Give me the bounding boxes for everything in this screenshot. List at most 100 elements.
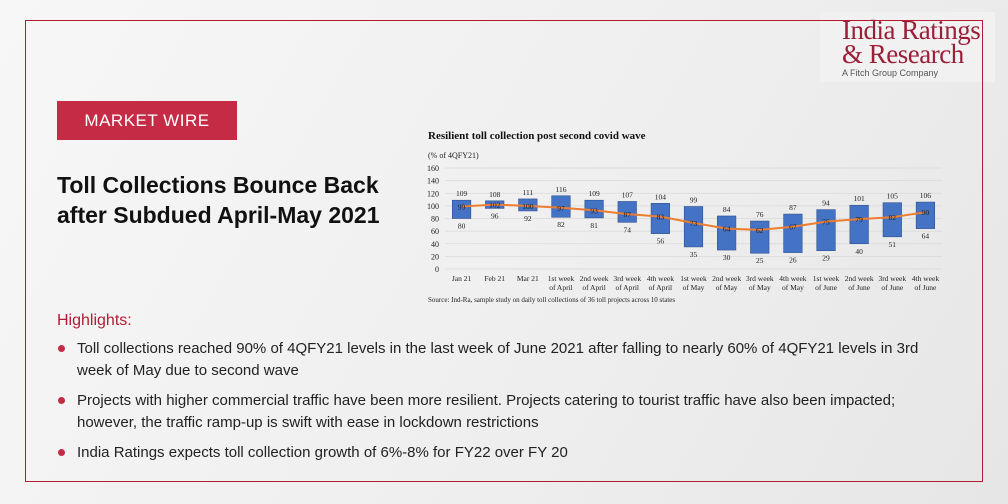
low-value-label: 80	[458, 222, 466, 231]
y-tick-label: 160	[427, 164, 439, 173]
range-bar	[816, 209, 836, 251]
range-bar	[915, 201, 936, 229]
bullet-icon	[58, 345, 65, 352]
x-tick-label: 2nd week	[712, 274, 741, 283]
average-value-label: 64	[723, 225, 731, 234]
x-tick-label: of May	[749, 283, 771, 292]
low-value-label: 30	[723, 253, 731, 262]
average-value-label: 99	[458, 203, 466, 212]
average-value-label: 97	[557, 204, 565, 213]
x-tick-label: 1st week	[813, 274, 840, 283]
high-value-label: 94	[822, 199, 830, 208]
highlight-text: Projects with higher commercial traffic …	[77, 392, 896, 431]
y-tick-label: 80	[431, 215, 439, 224]
x-tick-label: Mar 21	[517, 274, 539, 283]
highlight-item: India Ratings expects toll collection gr…	[57, 442, 957, 464]
high-value-label: 101	[854, 194, 866, 203]
low-value-label: 26	[789, 256, 797, 265]
high-value-label: 99	[690, 196, 698, 205]
x-tick-label: 3rd week	[613, 274, 641, 283]
low-value-label: 96	[491, 211, 499, 220]
range-bar	[683, 206, 704, 248]
toll-collection-chart: 0 20 40 60 80 100 120 140 160 109 80 Jan 21 108 96 Feb…	[427, 164, 942, 292]
y-tick-label: 120	[427, 189, 439, 198]
x-tick-label: of June	[848, 283, 871, 292]
high-value-label: 107	[622, 190, 634, 199]
high-value-label: 105	[887, 192, 899, 201]
chart-source: Source: Ind-Ra, sample study on daily to…	[428, 296, 676, 304]
high-value-label: 108	[489, 190, 501, 199]
low-value-label: 40	[855, 247, 863, 256]
logo-line-2: & Research	[842, 39, 964, 69]
high-value-label: 106	[920, 191, 932, 200]
x-tick-label: 4th week	[912, 274, 940, 283]
bullet-icon	[58, 397, 65, 404]
y-tick-label: 60	[431, 227, 439, 236]
logo-tagline: A Fitch Group Company	[842, 68, 939, 78]
range-bar	[849, 204, 869, 245]
high-value-label: 109	[456, 189, 468, 198]
x-tick-label: 4th week	[647, 274, 675, 283]
highlights-list: Toll collections reached 90% of 4QFY21 l…	[57, 338, 957, 472]
low-value-label: 81	[590, 221, 598, 230]
x-tick-label: of May	[683, 283, 705, 292]
x-tick-label: Feb 21	[484, 274, 505, 283]
average-value-label: 90	[922, 208, 930, 217]
x-tick-label: 2nd week	[580, 274, 609, 283]
x-tick-label: of April	[549, 283, 573, 292]
x-tick-label: 3rd week	[878, 274, 906, 283]
x-tick-label: of June	[815, 283, 838, 292]
x-tick-label: of April	[615, 283, 639, 292]
highlight-text: India Ratings expects toll collection gr…	[77, 444, 568, 461]
low-value-label: 64	[922, 232, 930, 241]
logo-line-1: India Ratings	[842, 15, 981, 45]
x-tick-label: of May	[782, 283, 804, 292]
average-value-label: 67	[789, 223, 797, 232]
low-value-label: 82	[557, 220, 565, 229]
content-frame	[25, 20, 983, 482]
average-line	[461, 203, 926, 231]
x-tick-label: of June	[914, 283, 937, 292]
y-tick-label: 100	[427, 202, 439, 211]
average-value-label: 93	[590, 206, 598, 215]
average-value-label: 83	[657, 213, 665, 222]
low-value-label: 56	[657, 237, 665, 246]
india-ratings-logo[interactable]: India Ratings & Research A Fitch Group C…	[842, 15, 1002, 79]
average-value-label: 100	[522, 202, 534, 211]
average-value-label: 102	[489, 201, 501, 210]
y-tick-label: 20	[431, 252, 439, 261]
low-value-label: 74	[623, 225, 631, 234]
highlight-item: Toll collections reached 90% of 4QFY21 l…	[57, 338, 957, 382]
low-value-label: 92	[524, 214, 532, 223]
x-tick-label: Jan 21	[452, 274, 472, 283]
range-bar	[882, 202, 902, 238]
high-value-label: 87	[789, 203, 797, 212]
average-value-label: 73	[690, 219, 698, 228]
average-value-label: 62	[756, 226, 764, 235]
highlight-text: Toll collections reached 90% of 4QFY21 l…	[77, 340, 919, 379]
y-tick-label: 0	[435, 265, 439, 274]
chart-unit-label: (% of 4QFY21)	[428, 151, 479, 160]
low-value-label: 25	[756, 256, 764, 265]
frame-gap	[820, 12, 995, 82]
x-tick-label: 1st week	[548, 274, 575, 283]
low-value-label: 35	[690, 250, 698, 259]
market-wire-tag: MARKET WIRE	[57, 101, 237, 140]
average-value-label: 75	[822, 218, 830, 227]
high-value-label: 116	[555, 185, 566, 194]
bullet-icon	[58, 449, 65, 456]
x-tick-label: 2nd week	[845, 274, 874, 283]
x-tick-label: of April	[582, 283, 606, 292]
high-value-label: 76	[756, 210, 764, 219]
chart-title: Resilient toll collection post second co…	[428, 130, 646, 142]
range-bar	[451, 199, 472, 219]
low-value-label: 51	[889, 240, 897, 249]
high-value-label: 109	[588, 189, 600, 198]
highlights-title: Highlights:	[57, 312, 132, 329]
range-bar	[783, 213, 803, 253]
average-value-label: 79	[855, 215, 863, 224]
high-value-label: 84	[723, 205, 731, 214]
headline: Toll Collections Bounce Back after Subdu…	[57, 172, 380, 228]
highlight-item: Projects with higher commercial traffic …	[57, 390, 957, 434]
high-value-label: 111	[522, 188, 533, 197]
